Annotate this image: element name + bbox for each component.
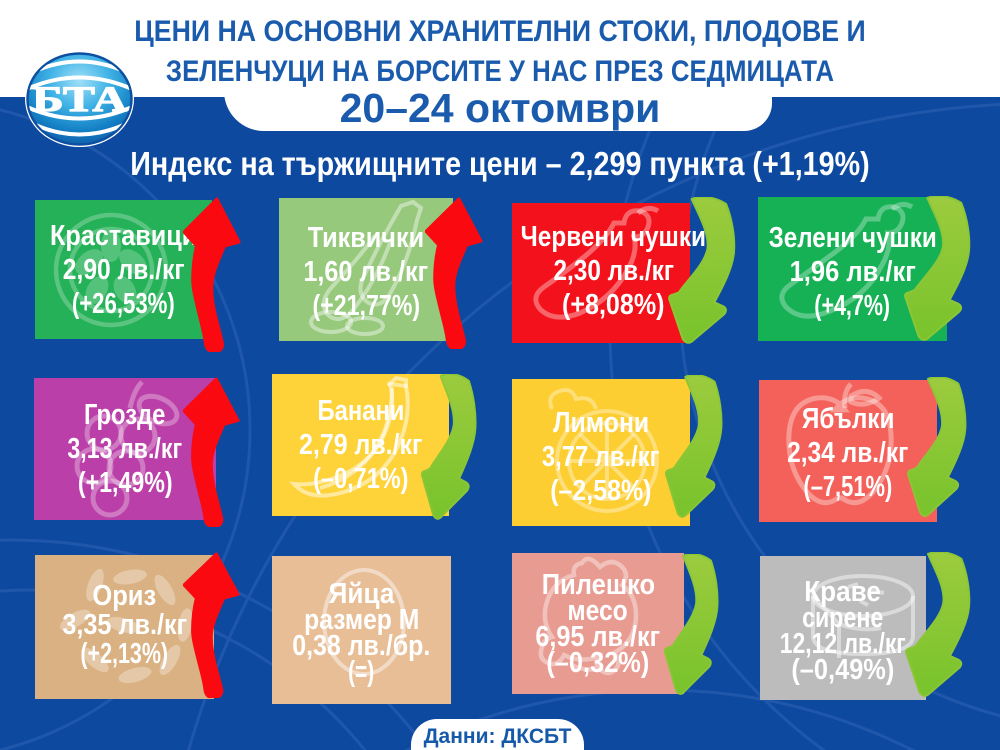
- svg-text:БТА: БТА: [32, 79, 127, 119]
